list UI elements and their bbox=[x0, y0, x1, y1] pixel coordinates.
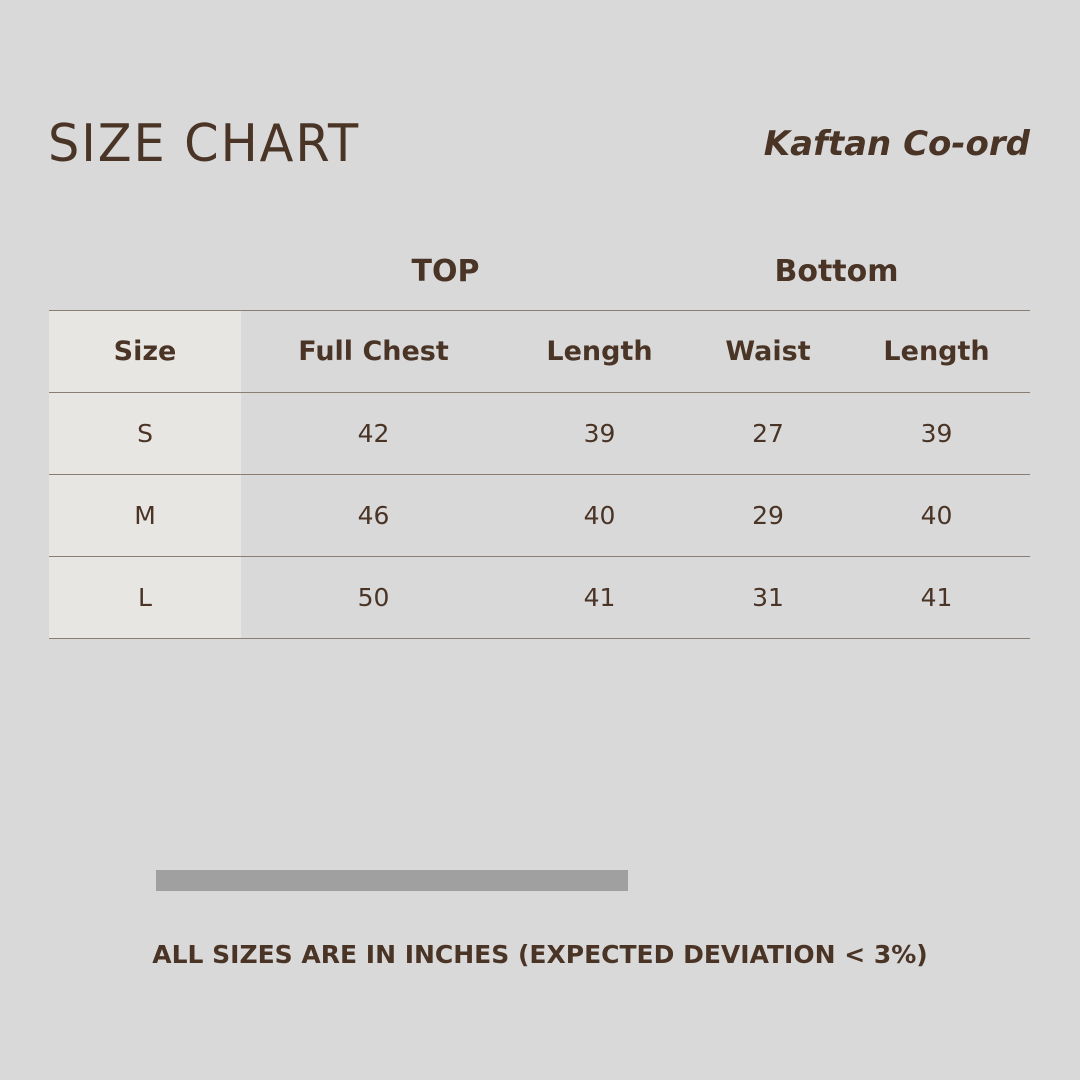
group-bottom: Bottom bbox=[774, 254, 899, 289]
group-top: TOP bbox=[411, 254, 480, 289]
cell: 29 bbox=[692, 474, 844, 557]
cell: L bbox=[49, 556, 241, 639]
table-row: S 42 39 27 39 bbox=[49, 392, 1030, 475]
header-cell: Length bbox=[843, 310, 1030, 393]
size-table: Size Full Chest Length Waist Length S 42 3… bbox=[49, 310, 1030, 639]
decorative-bar bbox=[156, 870, 628, 891]
table-row: L 50 41 31 41 bbox=[49, 556, 1030, 639]
cell: 40 bbox=[843, 474, 1030, 557]
cell: 41 bbox=[506, 556, 693, 639]
cell: S bbox=[49, 392, 241, 475]
header-cell: Length bbox=[506, 310, 693, 393]
page-title: SIZE CHART bbox=[48, 114, 361, 174]
cell: 40 bbox=[506, 474, 693, 557]
cell: 31 bbox=[692, 556, 844, 639]
header-row: Size Full Chest Length Waist Length bbox=[49, 310, 1030, 393]
cell: 39 bbox=[506, 392, 693, 475]
cell: 39 bbox=[843, 392, 1030, 475]
footnote: ALL SIZES ARE IN INCHES (EXPECTED DEVIAT… bbox=[152, 940, 928, 969]
cell: 27 bbox=[692, 392, 844, 475]
product-name: Kaftan Co-ord bbox=[763, 124, 1030, 164]
header-cell: Full Chest bbox=[241, 310, 507, 393]
cell: 46 bbox=[241, 474, 507, 557]
cell: 42 bbox=[241, 392, 507, 475]
header-cell: Size bbox=[49, 310, 241, 393]
table-row: M 46 40 29 40 bbox=[49, 474, 1030, 557]
cell: 50 bbox=[241, 556, 507, 639]
header-cell: Waist bbox=[692, 310, 844, 393]
cell: M bbox=[49, 474, 241, 557]
cell: 41 bbox=[843, 556, 1030, 639]
